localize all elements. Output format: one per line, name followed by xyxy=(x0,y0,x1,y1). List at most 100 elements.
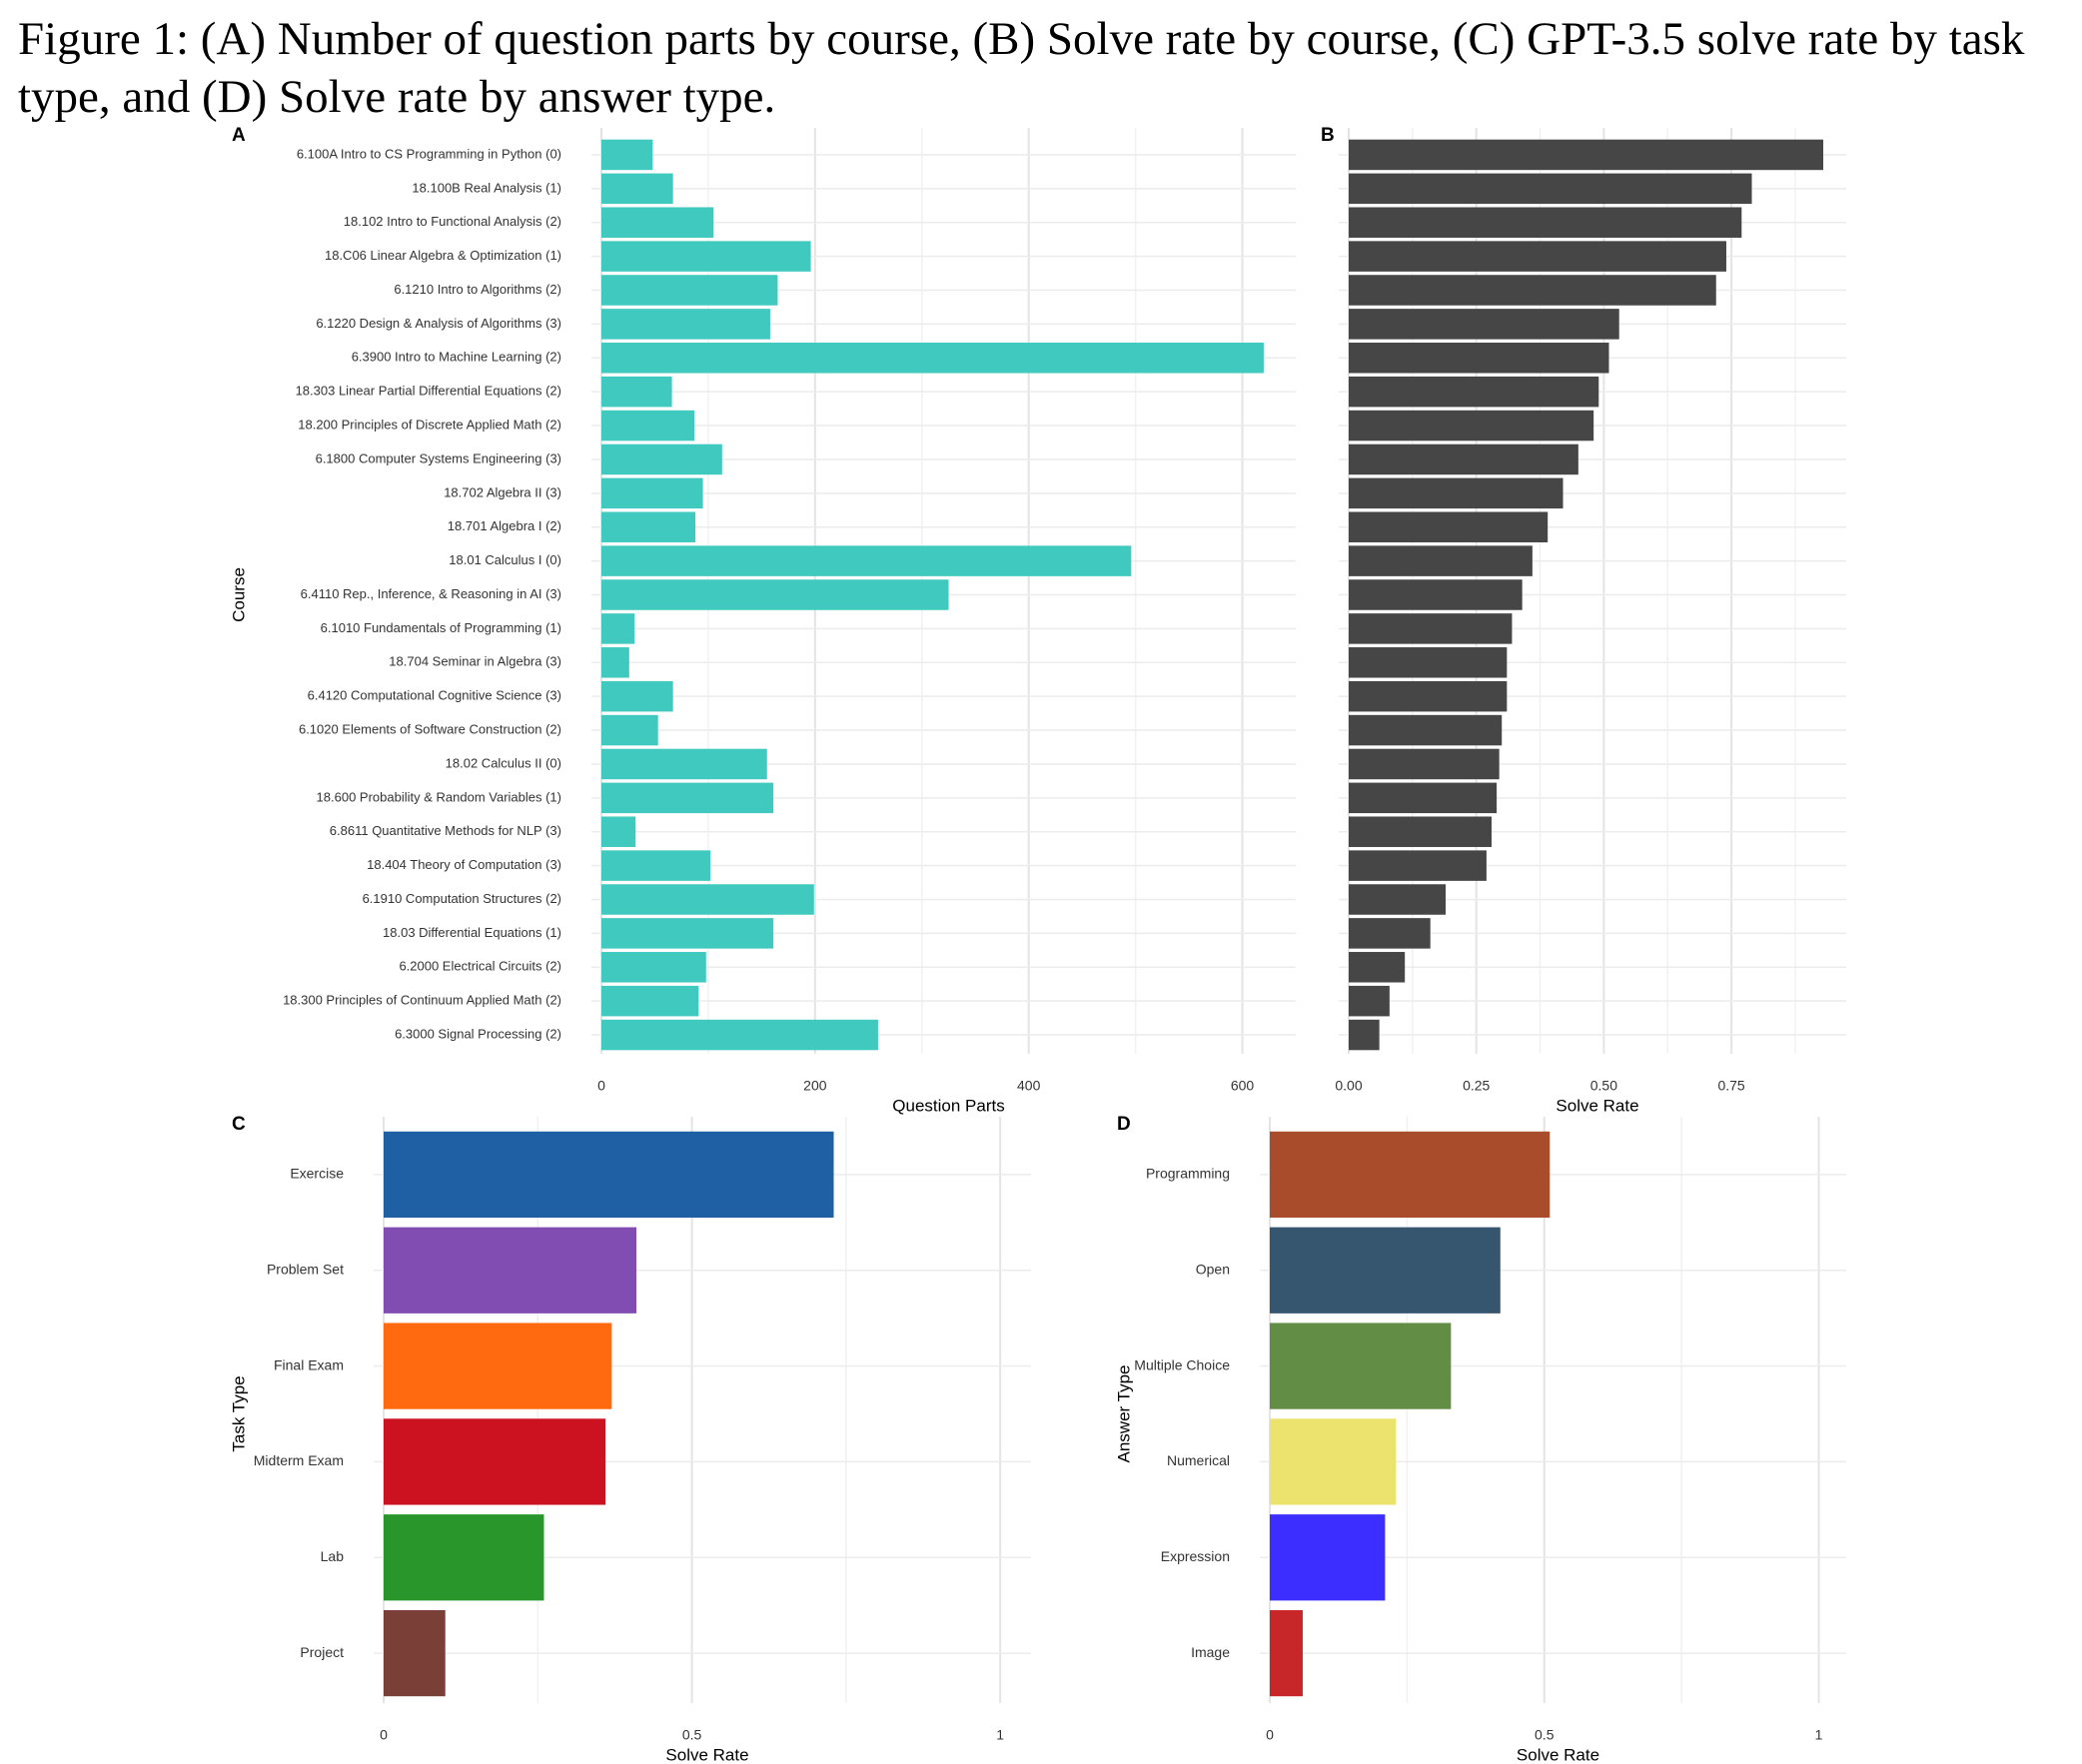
panel-label: D xyxy=(1117,1114,1131,1135)
tick-label-x: 0.75 xyxy=(1717,1078,1744,1094)
bar-a-10 xyxy=(601,477,703,509)
tick-label-y: Final Exam xyxy=(274,1356,344,1372)
bar-c-3 xyxy=(384,1418,606,1505)
bar-b-21 xyxy=(1349,850,1487,881)
panel-label: B xyxy=(1321,125,1335,146)
tick-label-y: 18.300 Principles of Continuum Applied M… xyxy=(283,993,561,1008)
tick-label-x: 0.5 xyxy=(1535,1727,1555,1743)
bar-b-14 xyxy=(1349,613,1513,644)
bar-a-18 xyxy=(601,748,767,780)
bar-a-22 xyxy=(601,884,814,915)
tick-label-x: 0 xyxy=(380,1727,388,1743)
bar-b-23 xyxy=(1349,918,1431,949)
tick-label-y: 18.701 Algebra I (2) xyxy=(448,518,561,533)
tick-label-y: 6.1910 Computation Structures (2) xyxy=(363,891,561,906)
axis-title-y: Task Type xyxy=(229,1375,248,1451)
bar-b-3 xyxy=(1349,241,1726,272)
tick-label-y: 18.200 Principles of Discrete Applied Ma… xyxy=(298,417,561,432)
bar-c-4 xyxy=(384,1514,544,1601)
bar-a-21 xyxy=(601,850,711,881)
tick-label-x: 600 xyxy=(1231,1078,1255,1094)
tick-label-y: 18.404 Theory of Computation (3) xyxy=(367,857,561,872)
bar-b-6 xyxy=(1349,343,1609,374)
axis-title-y: Answer Type xyxy=(1114,1365,1133,1463)
tick-label-x: 0.50 xyxy=(1590,1078,1617,1094)
bar-d-3 xyxy=(1270,1418,1397,1505)
bar-b-18 xyxy=(1349,748,1500,780)
tick-label-y: 18.100B Real Analysis (1) xyxy=(412,180,561,195)
bar-b-19 xyxy=(1349,782,1498,814)
tick-label-y: 6.4120 Computational Cognitive Science (… xyxy=(308,688,561,703)
bar-a-4 xyxy=(601,275,778,306)
bar-b-26 xyxy=(1349,1019,1380,1051)
tick-label-y: Programming xyxy=(1146,1166,1230,1182)
tick-label-x: 0.5 xyxy=(682,1727,702,1743)
tick-label-y: 6.1020 Elements of Software Construction… xyxy=(299,721,561,736)
bar-a-2 xyxy=(601,207,714,238)
bar-c-0 xyxy=(384,1131,834,1219)
tick-label-x: 1 xyxy=(996,1727,1004,1743)
tick-label-y: Project xyxy=(300,1644,344,1660)
bar-a-1 xyxy=(601,173,673,205)
tick-label-y: 6.1210 Intro to Algorithms (2) xyxy=(394,282,561,297)
bar-a-20 xyxy=(601,816,636,847)
bar-b-22 xyxy=(1349,884,1447,915)
bar-b-1 xyxy=(1349,173,1752,205)
bar-a-15 xyxy=(601,647,629,678)
tick-label-y: Image xyxy=(1191,1644,1230,1660)
bar-b-17 xyxy=(1349,714,1503,746)
tick-label-y: 18.303 Linear Partial Differential Equat… xyxy=(296,384,561,399)
bar-a-0 xyxy=(601,139,653,171)
bar-d-2 xyxy=(1270,1323,1452,1409)
bar-c-5 xyxy=(384,1609,446,1697)
bar-a-16 xyxy=(601,680,673,712)
tick-label-y: 18.702 Algebra II (3) xyxy=(444,484,561,499)
bar-a-17 xyxy=(601,714,658,746)
bar-b-12 xyxy=(1349,545,1533,576)
bar-a-7 xyxy=(601,376,672,408)
tick-label-y: 6.2000 Electrical Circuits (2) xyxy=(399,959,561,974)
bar-b-11 xyxy=(1349,511,1549,542)
tick-label-y: Open xyxy=(1196,1261,1230,1277)
axis-title-y: Course xyxy=(229,567,248,622)
bar-b-4 xyxy=(1349,275,1716,306)
bar-b-7 xyxy=(1349,376,1599,408)
panel-label: A xyxy=(232,125,246,146)
bar-c-1 xyxy=(384,1227,637,1314)
axis-title-x: Solve Rate xyxy=(665,1745,748,1764)
bar-b-2 xyxy=(1349,207,1742,238)
figure-caption: Figure 1: (A) Number of question parts b… xyxy=(18,13,2025,123)
tick-label-y: 6.8611 Quantitative Methods for NLP (3) xyxy=(330,823,561,838)
bar-b-9 xyxy=(1349,443,1578,475)
tick-label-x: 1 xyxy=(1815,1727,1823,1743)
tick-label-y: 18.01 Calculus I (0) xyxy=(449,552,561,567)
bar-b-24 xyxy=(1349,952,1406,983)
tick-label-x: 0 xyxy=(597,1078,605,1094)
tick-label-y: 18.704 Seminar in Algebra (3) xyxy=(389,654,561,669)
bar-a-24 xyxy=(601,952,706,983)
tick-label-y: 6.4110 Rep., Inference, & Reasoning in A… xyxy=(301,586,561,601)
bar-d-1 xyxy=(1270,1227,1501,1314)
tick-label-y: 6.1010 Fundamentals of Programming (1) xyxy=(321,620,561,635)
tick-label-x: 200 xyxy=(803,1078,827,1094)
bar-c-2 xyxy=(384,1323,612,1409)
bar-b-16 xyxy=(1349,680,1508,712)
bar-a-26 xyxy=(601,1019,878,1051)
tick-label-x: 400 xyxy=(1017,1078,1041,1094)
tick-label-y: 18.C06 Linear Algebra & Optimization (1) xyxy=(325,248,561,263)
bar-a-14 xyxy=(601,613,635,644)
tick-label-x: 0 xyxy=(1266,1727,1274,1743)
tick-label-y: Numerical xyxy=(1167,1452,1230,1468)
axis-title-x: Question Parts xyxy=(892,1096,1004,1115)
bar-b-13 xyxy=(1349,579,1523,610)
tick-label-y: 18.03 Differential Equations (1) xyxy=(383,925,561,940)
tick-label-x: 0.00 xyxy=(1335,1078,1362,1094)
bar-b-25 xyxy=(1349,985,1390,1017)
bar-b-8 xyxy=(1349,410,1594,441)
bar-a-13 xyxy=(601,579,949,610)
bar-d-0 xyxy=(1270,1131,1551,1219)
axis-title-x: Solve Rate xyxy=(1517,1745,1599,1764)
tick-label-y: 18.02 Calculus II (0) xyxy=(446,755,561,770)
bar-b-15 xyxy=(1349,647,1508,678)
